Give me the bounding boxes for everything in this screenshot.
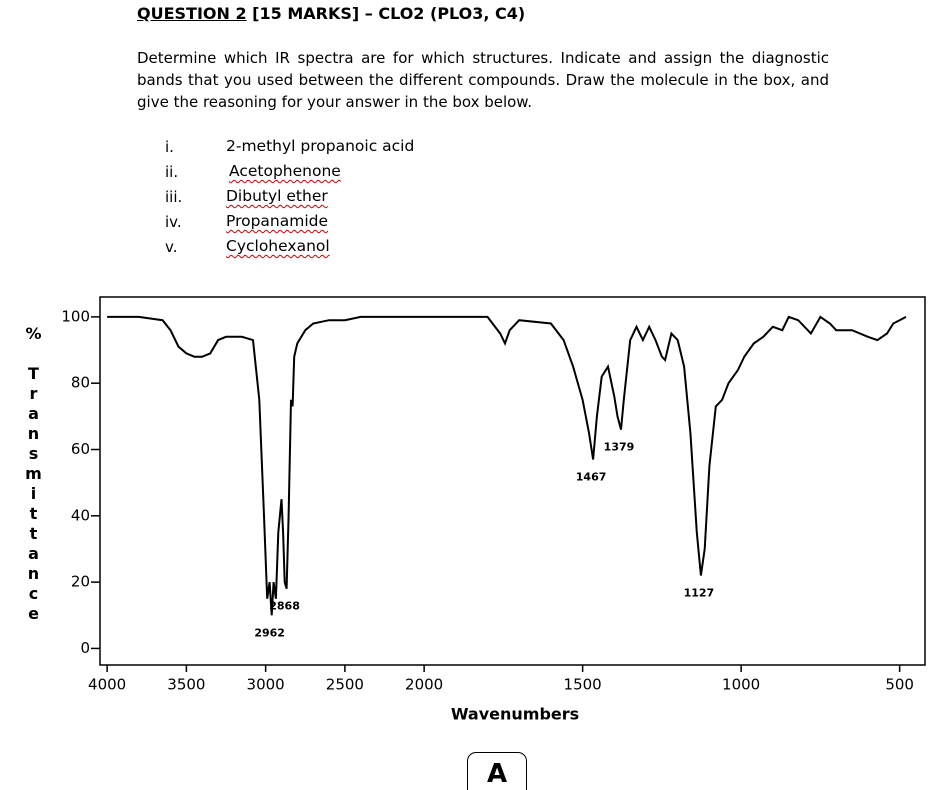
x-tick-label: 1500 [564,676,602,694]
peak-label: 1379 [604,441,635,454]
spectrum-line [107,315,907,616]
y-tick-label: 40 [71,506,90,524]
option-name: Propanamide [226,212,329,230]
question-marks: [15 MARKS] – CLO2 (PLO3, C4) [246,4,526,23]
peak-label: 2868 [269,600,300,613]
x-tick-label: 3500 [167,676,205,694]
x-tick-label: 2000 [405,676,443,694]
y-tick-label: 0 [80,639,90,657]
x-tick-label: 1000 [722,676,760,694]
y-tick-label: 80 [71,374,90,392]
option-numeral: i. [165,138,174,156]
y-tick-label: 100 [61,307,90,325]
option-name: Cyclohexanol [226,237,330,255]
instructions: Determine which IR spectra are for which… [137,49,829,111]
option-name: Acetophenone [229,162,341,180]
option-numeral: iii. [165,188,183,206]
option-name: Dibutyl ether [226,187,328,205]
peak-label: 2962 [254,626,285,639]
peak-label: 1467 [576,470,607,483]
option-name: 2-methyl propanoic acid [226,137,415,155]
x-tick-label: 4000 [88,676,126,694]
y-tick-label: 20 [71,573,90,591]
plot-frame [99,296,926,666]
x-tick-label: 500 [885,676,914,694]
y-tick-label: 60 [71,440,90,458]
question-heading: QUESTION 2 [15 MARKS] – CLO2 (PLO3, C4) [137,4,525,23]
x-tick-label: 2500 [326,676,364,694]
peak-label: 1127 [684,586,715,599]
x-axis-label: Wavenumbers [451,705,579,724]
answer-label-box: A [467,752,527,790]
option-numeral: v. [165,238,178,256]
x-tick-label: 3000 [247,676,285,694]
y-axis-label: % Transmittance [24,324,43,624]
question-number: QUESTION 2 [137,4,247,23]
option-numeral: iv. [165,213,182,231]
option-numeral: ii. [165,163,179,181]
